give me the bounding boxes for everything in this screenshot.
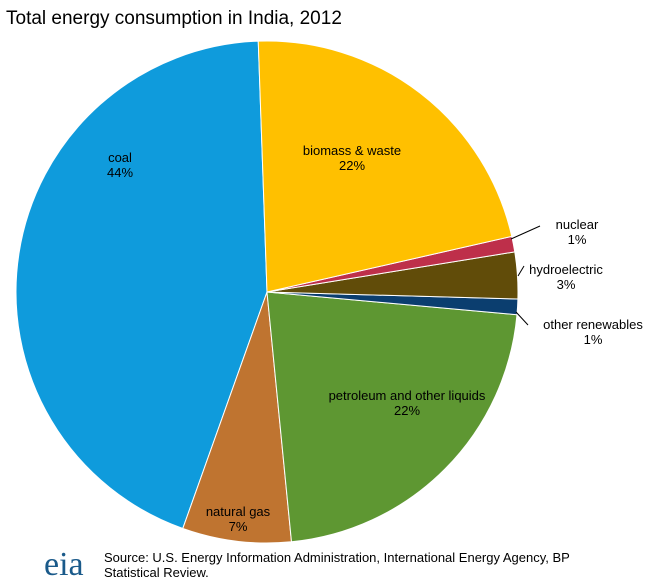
pie-slice xyxy=(15,40,268,530)
category-label: nuclear xyxy=(555,217,599,232)
slice-label: biomass & waste 22% xyxy=(272,143,432,173)
slice-label: coal 44% xyxy=(80,150,160,180)
value-label: 3% xyxy=(556,277,576,292)
category-label: hydroelectric xyxy=(529,262,603,277)
pie-slice xyxy=(266,291,518,543)
category-label: coal xyxy=(108,150,132,165)
leader-line xyxy=(510,225,541,240)
value-label: 22% xyxy=(338,158,366,173)
slice-label: nuclear 1% xyxy=(537,217,617,247)
category-label: other renewables xyxy=(543,317,643,332)
slice-label: natural gas 7% xyxy=(193,504,283,534)
category-label: petroleum and other liquids xyxy=(328,388,486,403)
source-note: Source: U.S. Energy Information Administ… xyxy=(104,550,570,580)
value-label: 44% xyxy=(106,165,134,180)
slice-label: petroleum and other liquids 22% xyxy=(322,388,492,418)
value-label: 7% xyxy=(228,519,248,534)
slice-label: other renewables 1% xyxy=(528,317,653,347)
value-label: 1% xyxy=(567,232,587,247)
category-label: natural gas xyxy=(205,504,271,519)
pie-slice xyxy=(257,40,513,293)
category-label: biomass & waste xyxy=(302,143,402,158)
logo: eia xyxy=(44,546,84,583)
value-label: 22% xyxy=(393,403,421,418)
value-label: 1% xyxy=(583,332,603,347)
chart-title: Total energy consumption in India, 2012 xyxy=(6,8,342,29)
slice-label: hydroelectric 3% xyxy=(511,262,621,292)
leader-line xyxy=(517,265,525,277)
leader-line xyxy=(515,311,529,326)
pie-slice xyxy=(182,291,293,544)
